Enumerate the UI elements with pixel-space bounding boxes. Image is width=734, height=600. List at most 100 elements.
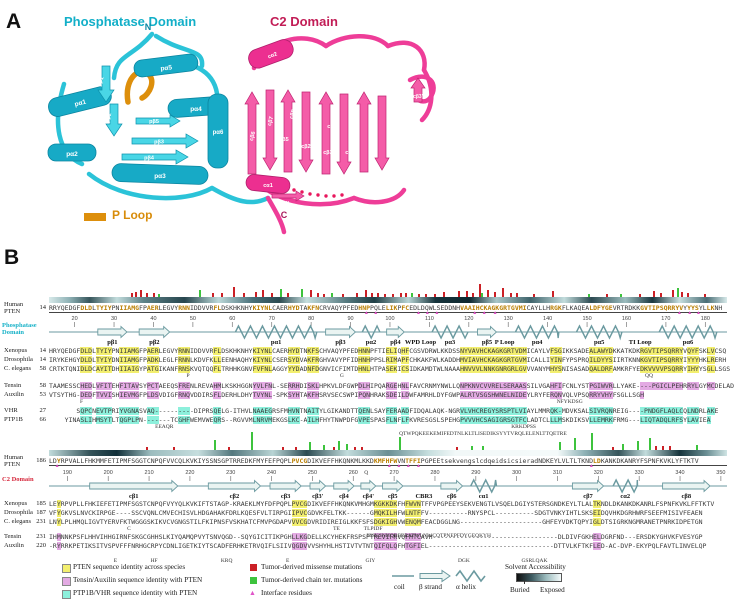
mutation-bar [655,446,658,450]
c2-helices [245,39,294,194]
mutation-bar [559,442,562,450]
alignment-row-auxilin-block2: Auxilin 220 -RYRRKPETIKSITVSPVFFFNRHGCRPYC… [0,541,734,551]
solvent-accessibility-strip-block1 [49,297,727,303]
svg-text:cβ3': cβ3' [312,493,324,500]
svg-text:350: 350 [716,470,725,476]
interface-residue-triangle: ▲ [696,311,701,316]
row-start-number-c-elegans-block1: 58 [39,365,47,373]
annotation-text: E [285,558,290,564]
human-row-underline-block1 [49,312,727,313]
svg-text:pβ3: pβ3 [335,339,346,346]
human-row-underline-block2 [49,465,727,466]
interface-residue-triangle: ▲ [373,311,379,316]
mutation-bar [687,293,690,297]
mutation-bar [338,441,341,450]
row-sequence-tensin-block1: TAAMESSCHEDLVFITEHFITAVSYPCTAEEQSFRENLRE… [49,381,734,390]
disordered-loop-dots [292,188,344,198]
svg-text:pα5: pα5 [594,339,605,346]
mutation-bar [443,292,446,297]
row-sequence-drosophila-block1: IRYKEHGYDLDLTYIYDNIIAMGFPADKLEGLFRNNLKDV… [49,356,727,365]
mutation-bar [516,293,519,297]
svg-text:210: 210 [144,470,153,476]
mutation-bar [341,294,344,297]
cb5-label: cβ5 [279,137,288,143]
interface-residue-triangle: ▲ [492,311,498,316]
interface-residue-triangle: ▲ [396,464,402,469]
legend-solvent-tick [524,580,525,584]
svg-text:TI Loop: TI Loop [629,339,652,346]
mutation-bar [317,293,320,297]
svg-text:CBR3: CBR3 [415,493,433,500]
interface-residue-triangle: ▲ [472,311,478,316]
mutation-bar [639,294,642,297]
mutation-bar [391,294,394,297]
annotation-text: NFYKDSG [556,399,583,405]
alignment-row-human-pten-block2: Human PTEN 186 LDYRPVALLFHKMMFETIPMFSGGTCN… [0,454,734,468]
mutation-bar [370,293,373,297]
svg-text:90: 90 [347,316,353,322]
legend-interface-triangle: ▲ [249,589,256,597]
row-start-number-xenopus-block1: 14 [39,347,47,354]
mutation-bars-block2 [49,430,727,450]
mutation-bar [295,447,298,450]
svg-text:310: 310 [553,470,562,476]
domain-label-block2: C2 Domain [2,476,34,483]
mutation-bar [281,447,284,450]
mutation-bar [364,290,367,297]
annotation-text: EEAQR [155,424,174,430]
ruler-and-secondary-structure-block1: 20 30 40 50 60 70 80 90 100 110 120 130 140 150 160 170… [49,316,727,346]
interface-residue-triangle: ▲ [677,311,683,316]
structure-cartoon: pα1 pα5 pα4 pα2 pα3 pα6 pβ1 pβ2 pβ5 pβ3 … [47,22,436,235]
mutation-bar [551,291,554,297]
mutation-bar [653,291,656,297]
alignment-row-drosophila-block1: Drosophila 14 IRYKEHGYDLDLTYIYDNIIAMGFPADK… [0,356,734,365]
c-terminus-label: C [281,210,288,220]
svg-text:120: 120 [464,316,473,322]
svg-text:pα6: pα6 [683,339,694,346]
pa5-label: pα5 [160,64,173,72]
mutation-bar [355,293,358,297]
svg-text:60: 60 [229,316,235,322]
alignment-row-tensin-block1: Tensin 58 TAAMESSCHEDLVFITEHFITAVSYPCTAEEQ… [0,381,734,391]
svg-text:100: 100 [385,316,394,322]
mutation-bar [140,290,143,297]
mutation-bar [703,294,706,297]
row-label-drosophila-block1: Drosophila [4,356,33,364]
mutation-bar [417,294,420,297]
mutation-bar [411,293,414,297]
legend-coil-label: coil [394,583,405,591]
row-start-number-drosophila-block2: 187 [36,509,46,517]
interface-residue-triangle: ▲ [416,311,421,316]
row-label-xenopus-block1: Xenopus [4,347,28,354]
row-sequence-vhr-block1: SQPCNEVTPRIYVGNASVAQ----------DIPRSQELG-… [49,407,719,415]
legend-label-identity-2: PTP1B/VHR sequence identity with PTEN [73,589,198,597]
mutation-bar [458,291,461,297]
interface-residue-triangle: ▲ [386,464,392,469]
mutation-bar [134,292,137,297]
svg-text:cα2: cα2 [620,493,630,500]
phosphatase-strands [97,65,199,165]
alignment-row-c-elegans-block2: C. elegans 231 LNYLPLHMQLIGVTYERVFKTWGGGSK… [0,518,734,527]
mutation-bar [404,293,407,297]
mutation-bar [262,290,265,297]
svg-text:cβ8: cβ8 [682,493,692,500]
svg-text:130: 130 [504,316,513,322]
mutation-bar [242,293,245,297]
interface-residue-triangle: ▲ [424,311,430,316]
row-label-human-pten-block2: Human PTEN [4,454,24,468]
mutation-bar [672,290,675,297]
mutation-bar [648,438,651,450]
mutation-bar [173,447,176,450]
svg-text:270: 270 [390,470,399,476]
mutation-bar [130,293,133,297]
cb4-label: cβ4 [345,150,355,156]
mutation-bar [376,293,379,297]
mutation-bar [681,292,684,297]
annotation-text: Q [364,470,369,476]
svg-text:180: 180 [701,316,710,322]
pa3-label: pα3 [154,173,166,180]
svg-text:220: 220 [185,470,194,476]
mutation-bar [361,447,364,450]
mutation-bar [472,293,475,297]
